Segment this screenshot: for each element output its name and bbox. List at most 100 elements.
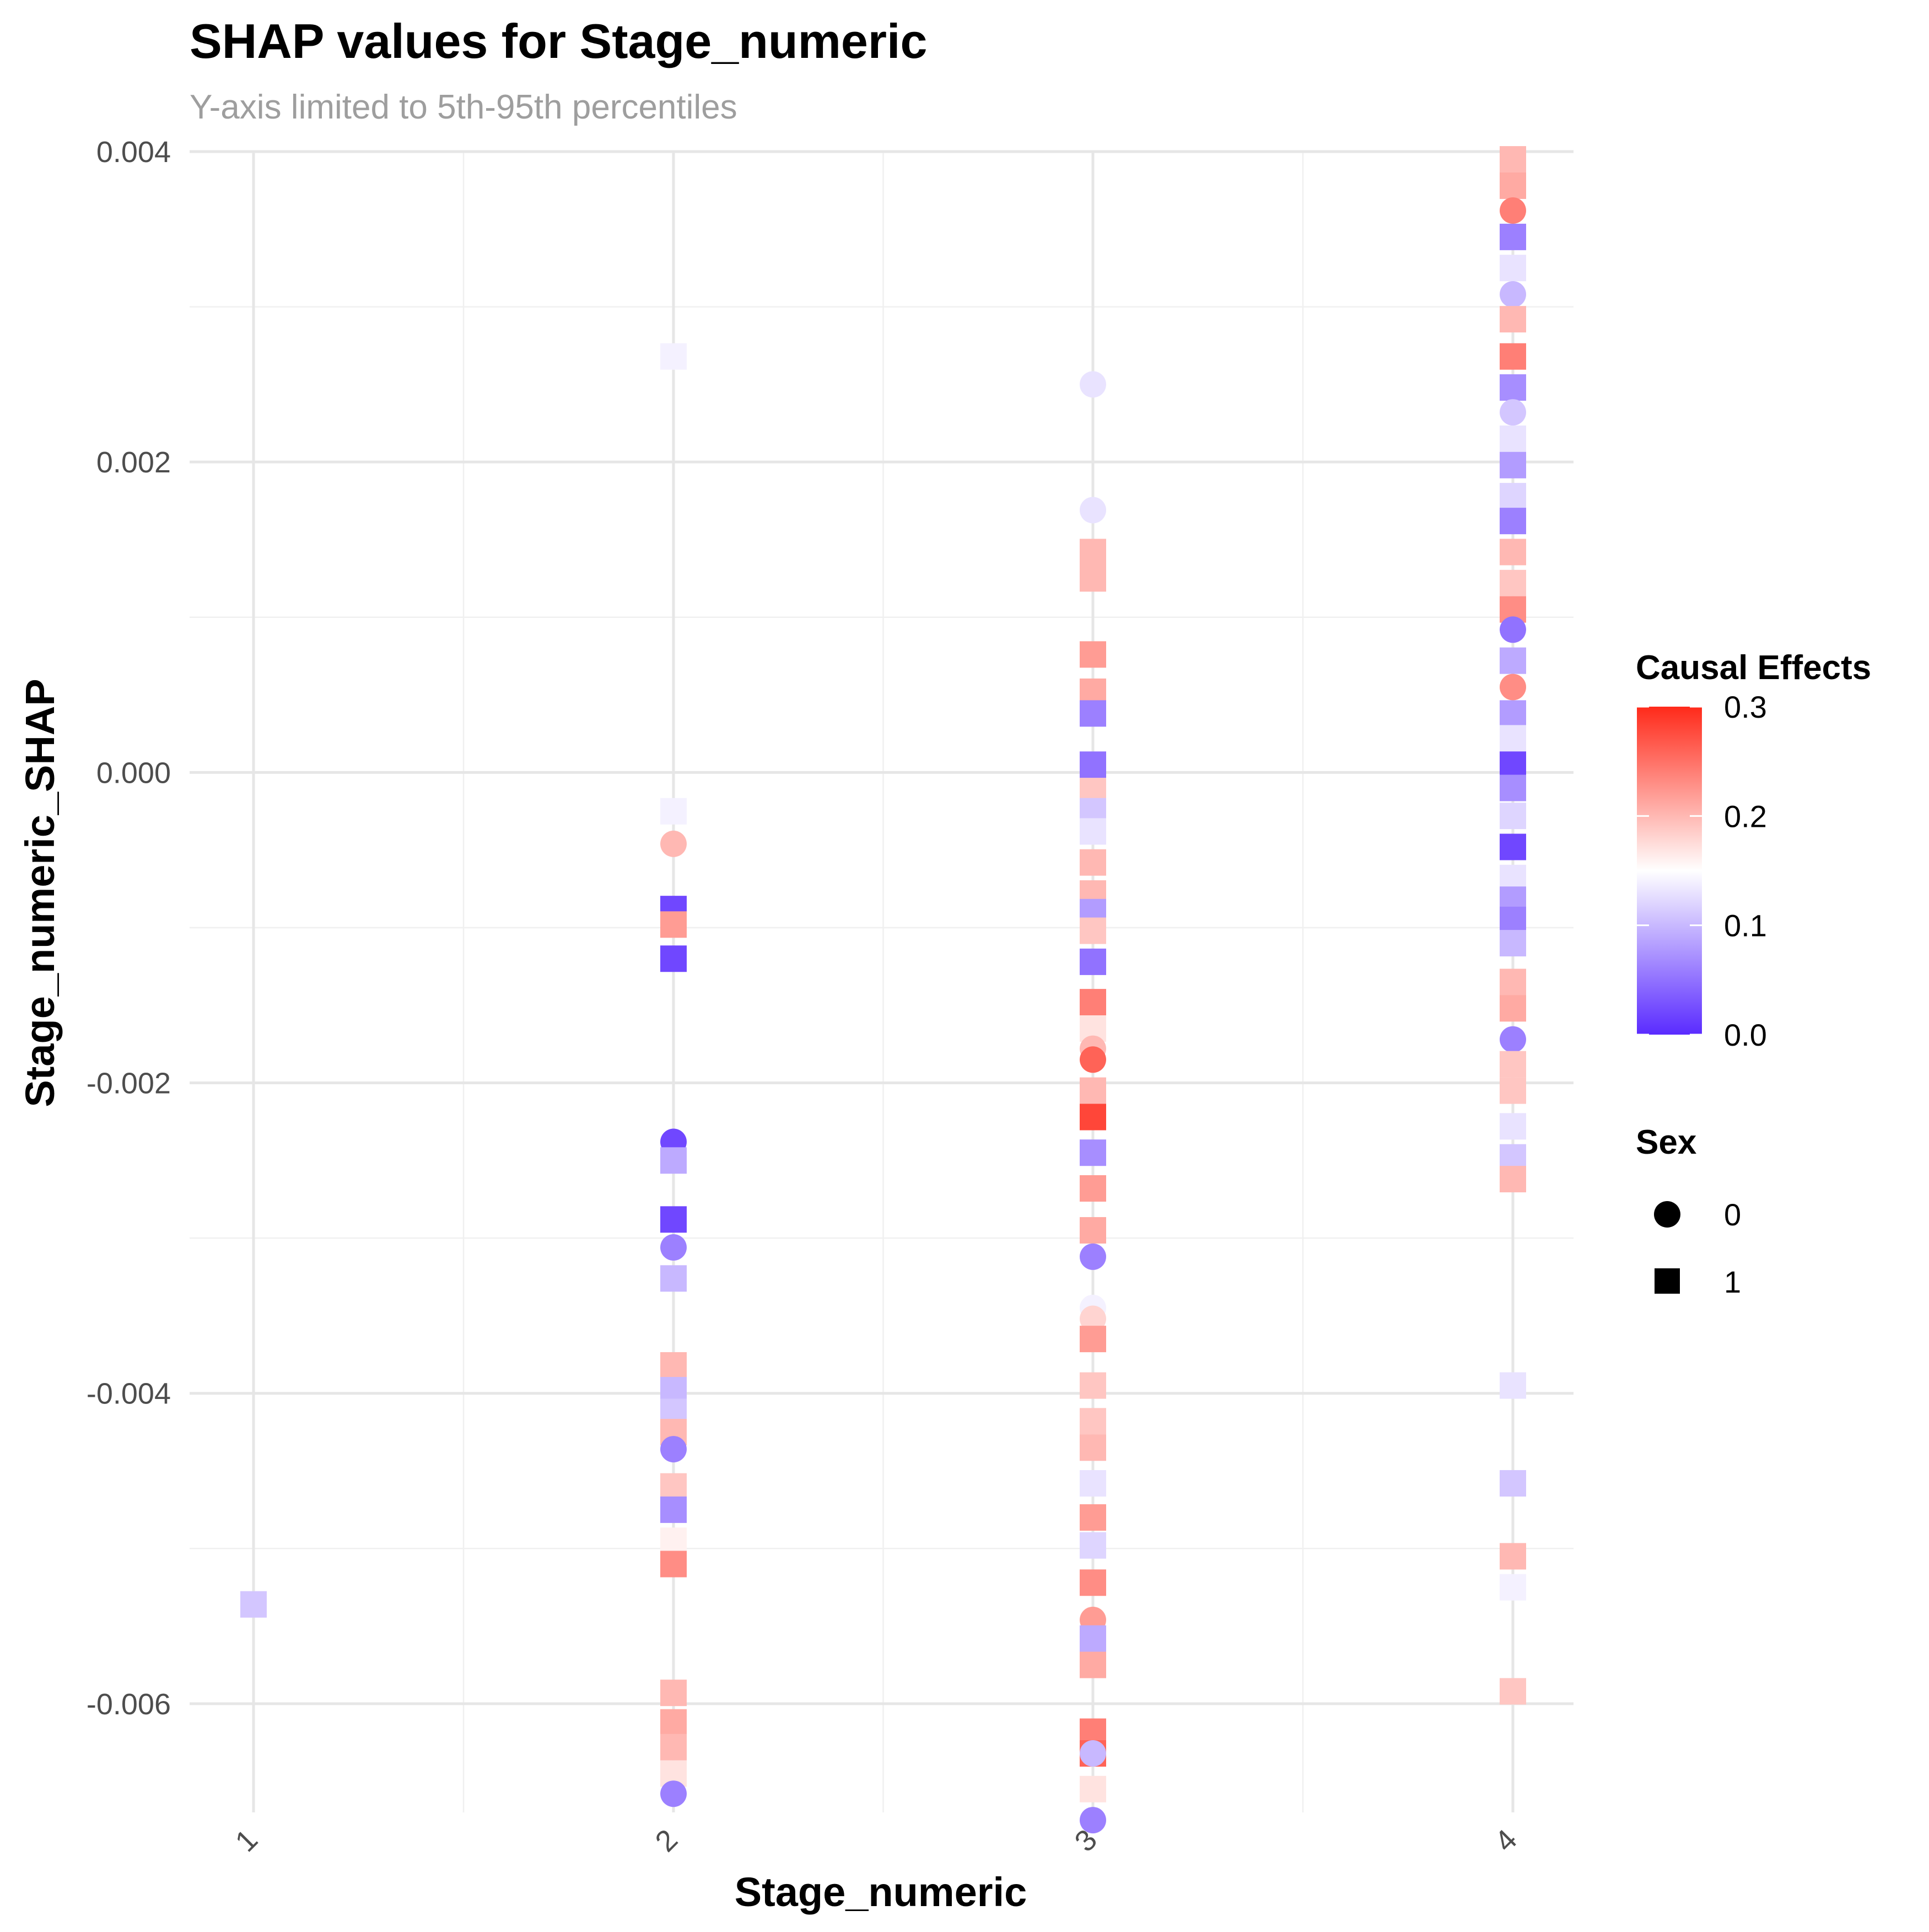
- shape-legend-square-icon: [1655, 1268, 1680, 1294]
- chart-title: SHAP values for Stage_numeric: [190, 14, 927, 68]
- data-point-square: [1080, 948, 1106, 975]
- color-legend-bar: [1637, 707, 1702, 1035]
- data-point-square: [1080, 751, 1106, 778]
- y-tick-label: -0.004: [87, 1377, 171, 1411]
- data-point-square: [1500, 725, 1526, 752]
- data-point-square: [660, 1265, 687, 1292]
- data-point-square: [1500, 508, 1526, 535]
- color-tick-label: 0.3: [1724, 690, 1767, 724]
- color-tick-label: 0.2: [1724, 799, 1767, 833]
- data-point-square: [1500, 343, 1526, 370]
- data-point-square: [1500, 700, 1526, 727]
- data-point-circle: [1080, 1305, 1106, 1332]
- data-point-square: [1080, 1651, 1106, 1678]
- data-point-square: [660, 1473, 687, 1500]
- data-point-square: [1500, 451, 1526, 478]
- data-point-circle: [660, 1436, 687, 1463]
- data-point-square: [1500, 833, 1526, 860]
- data-point-square: [1500, 223, 1526, 250]
- data-point-square: [1080, 1077, 1106, 1104]
- data-point-square: [1500, 374, 1526, 401]
- data-point-square: [1080, 539, 1106, 566]
- data-point-square: [1080, 700, 1106, 727]
- color-tick-label: 0.1: [1724, 908, 1767, 943]
- data-point-square: [1500, 803, 1526, 830]
- data-point-square: [1080, 1372, 1106, 1399]
- data-point-square: [660, 343, 687, 370]
- data-points: [240, 146, 1526, 1834]
- data-point-square: [1500, 906, 1526, 933]
- data-point-circle: [660, 1780, 687, 1807]
- y-tick-label: 0.002: [96, 446, 171, 479]
- y-axis-label: Stage_numeric_SHAP: [17, 679, 63, 1107]
- data-point-square: [1080, 1569, 1106, 1596]
- data-point-square: [1500, 930, 1526, 957]
- data-point-square: [1080, 989, 1106, 1016]
- data-point-square: [1500, 1678, 1526, 1705]
- data-point-square: [240, 1591, 267, 1618]
- data-point-square: [660, 1551, 687, 1578]
- data-point-square: [1500, 1372, 1526, 1399]
- data-point-square: [1080, 1625, 1106, 1652]
- data-point-square: [660, 1352, 687, 1379]
- data-point-circle: [1080, 1243, 1106, 1270]
- shape-legend: Sex 0 1: [1636, 1123, 1741, 1299]
- data-point-square: [1080, 849, 1106, 876]
- data-point-square: [660, 798, 687, 825]
- data-point-square: [1080, 1217, 1106, 1244]
- shape-legend-label-1: 1: [1724, 1264, 1741, 1299]
- data-point-square: [1500, 1543, 1526, 1570]
- data-point-square: [1500, 483, 1526, 510]
- data-point-circle: [660, 1234, 687, 1261]
- data-point-square: [660, 1147, 687, 1174]
- data-point-square: [1080, 1434, 1106, 1461]
- data-point-square: [1500, 1574, 1526, 1601]
- x-tick-label: 4: [1488, 1823, 1523, 1858]
- data-point-square: [1500, 255, 1526, 282]
- data-point-square: [1080, 818, 1106, 845]
- data-point-square: [1080, 1504, 1106, 1531]
- shape-legend-title: Sex: [1636, 1123, 1697, 1161]
- data-point-circle: [1500, 1026, 1526, 1053]
- data-point-square: [1500, 539, 1526, 566]
- data-point-square: [660, 1709, 687, 1736]
- x-axis-label: Stage_numeric: [735, 1869, 1027, 1915]
- data-point-circle: [1500, 197, 1526, 224]
- data-point-square: [1500, 1113, 1526, 1140]
- data-point-circle: [1080, 1740, 1106, 1767]
- data-point-square: [1500, 1166, 1526, 1193]
- shape-legend-label-0: 0: [1724, 1197, 1741, 1232]
- data-point-square: [1500, 1051, 1526, 1078]
- y-axis-tick-labels: 0.004 0.002 0.000 -0.002 -0.004 -0.006: [87, 136, 171, 1721]
- data-point-square: [1080, 641, 1106, 668]
- x-tick-label: 2: [649, 1823, 684, 1858]
- data-point-square: [1500, 306, 1526, 333]
- color-legend-ticks: 0.3 0.2 0.1 0.0: [1637, 690, 1767, 1052]
- data-point-square: [1080, 1175, 1106, 1202]
- color-tick-label: 0.0: [1724, 1018, 1767, 1052]
- data-point-square: [1500, 1470, 1526, 1497]
- data-point-square: [1500, 172, 1526, 199]
- data-point-square: [1080, 1104, 1106, 1131]
- data-point-square: [660, 911, 687, 938]
- data-point-square: [1500, 146, 1526, 173]
- data-point-circle: [1080, 497, 1106, 524]
- data-point-square: [1080, 1775, 1106, 1802]
- data-point-square: [660, 1206, 687, 1233]
- data-point-circle: [1080, 1046, 1106, 1073]
- data-point-square: [660, 1680, 687, 1707]
- data-point-square: [1500, 647, 1526, 674]
- data-point-square: [660, 945, 687, 972]
- x-tick-label: 1: [229, 1823, 264, 1858]
- data-point-circle: [660, 830, 687, 857]
- data-point-square: [660, 1496, 687, 1523]
- data-point-square: [1500, 1077, 1526, 1104]
- data-point-square: [660, 1527, 687, 1554]
- color-legend-title: Causal Effects: [1636, 649, 1871, 687]
- data-point-circle: [1080, 371, 1106, 398]
- data-point-square: [1080, 1470, 1106, 1497]
- y-tick-label: -0.006: [87, 1688, 171, 1721]
- data-point-circle: [1500, 616, 1526, 643]
